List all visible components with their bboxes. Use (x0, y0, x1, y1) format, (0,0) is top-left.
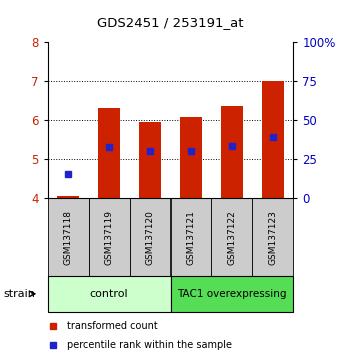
Text: TAC1 overexpressing: TAC1 overexpressing (177, 289, 287, 299)
Text: strain: strain (3, 289, 35, 299)
Bar (211, 198, 252, 276)
Text: GSM137120: GSM137120 (146, 210, 154, 265)
Bar (98, 108, 120, 198)
Bar (57, 196, 79, 198)
Text: GSM137118: GSM137118 (64, 210, 73, 265)
Bar (262, 81, 284, 198)
Bar (170, 276, 293, 312)
Bar (89, 198, 130, 276)
Bar (221, 106, 243, 198)
Text: GSM137123: GSM137123 (268, 210, 277, 265)
Text: GSM137121: GSM137121 (187, 210, 195, 265)
Text: GDS2451 / 253191_at: GDS2451 / 253191_at (97, 16, 244, 29)
Bar (180, 117, 202, 198)
Text: transformed count: transformed count (67, 321, 158, 331)
Text: percentile rank within the sample: percentile rank within the sample (67, 341, 232, 350)
Text: control: control (90, 289, 129, 299)
Bar (170, 198, 211, 276)
Bar (48, 198, 89, 276)
Bar (48, 276, 170, 312)
Text: GSM137119: GSM137119 (105, 210, 114, 265)
Bar (130, 198, 170, 276)
Bar (139, 122, 161, 198)
Text: GSM137122: GSM137122 (227, 210, 236, 264)
Bar (252, 198, 293, 276)
